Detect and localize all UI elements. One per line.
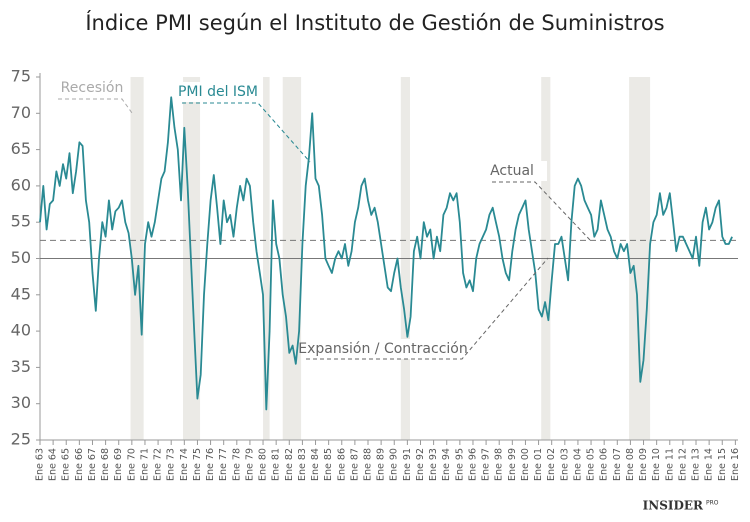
x-tick-label: Ene 75 — [192, 448, 203, 481]
x-tick-label: Ene 68 — [100, 448, 111, 481]
annotation-bg — [477, 161, 547, 181]
x-tick-label: Ene 82 — [284, 448, 295, 481]
x-tick-label: Ene 67 — [87, 448, 98, 481]
x-tick-label: Ene 87 — [349, 448, 360, 481]
x-tick-label: Ene 93 — [428, 448, 439, 481]
x-tick-label: Ene 83 — [297, 448, 308, 481]
y-tick-label: 40 — [11, 321, 31, 340]
x-tick-label: Ene 07 — [612, 448, 623, 481]
x-tick-label: Ene 84 — [310, 448, 321, 481]
y-tick-label: 45 — [11, 284, 31, 303]
x-tick-label: Ene 65 — [61, 448, 72, 481]
annotation-leader — [492, 181, 591, 241]
x-tick-label: Ene 86 — [336, 448, 347, 481]
annotation: Recesión — [61, 80, 124, 96]
x-tick-label: Ene 95 — [454, 448, 465, 481]
x-tick-label: Ene 91 — [402, 448, 413, 481]
x-tick-label: Ene 90 — [389, 448, 400, 481]
x-tick-label: Ene 12 — [677, 448, 688, 481]
x-tick-label: Ene 06 — [599, 448, 610, 481]
x-tick-label: Ene 04 — [572, 448, 583, 481]
x-tick-label: Ene 00 — [520, 448, 531, 481]
x-tick-label: Ene 99 — [507, 448, 518, 481]
x-tick-label: Ene 81 — [271, 448, 282, 481]
y-tick-label: 30 — [11, 393, 31, 412]
x-tick-label: Ene 94 — [441, 448, 452, 481]
x-tick-label: Ene 15 — [717, 448, 728, 481]
x-tick-label: Ene 71 — [139, 448, 150, 481]
x-tick-label: Ene 09 — [638, 448, 649, 481]
y-tick-label: 35 — [11, 357, 31, 376]
x-tick-label: Ene 08 — [625, 448, 636, 481]
annotation: PMI del ISM — [178, 84, 258, 100]
x-tick-label: Ene 89 — [376, 448, 387, 481]
pmi-line — [39, 96, 733, 411]
x-tick-label: Ene 05 — [586, 448, 597, 481]
annotation-bg — [303, 339, 463, 359]
y-tick-label: 70 — [11, 103, 31, 122]
y-tick-label: 65 — [11, 139, 31, 158]
x-tick-label: Ene 11 — [664, 448, 675, 481]
x-tick-label: Ene 13 — [691, 448, 702, 481]
x-tick-label: Ene 14 — [704, 448, 715, 481]
annotation-leader — [306, 257, 549, 360]
x-tick-label: Ene 01 — [533, 448, 544, 481]
y-tick-label: 75 — [11, 67, 31, 86]
x-tick-label: Ene 76 — [205, 448, 216, 481]
y-tick-label: 60 — [11, 175, 31, 194]
x-tick-label: Ene 73 — [166, 448, 177, 481]
x-tick-label: Ene 66 — [74, 448, 85, 481]
logo-suffix: PRO — [706, 500, 719, 507]
x-tick-label: Ene 02 — [546, 448, 557, 481]
x-tick-label: Ene 85 — [323, 448, 334, 481]
x-tick-label: Ene 16 — [730, 448, 741, 481]
x-tick-label: Ene 69 — [113, 448, 124, 481]
annotation: Expansión / Contracción — [298, 341, 467, 357]
annotation-leader — [58, 98, 133, 114]
x-tick-label: Ene 64 — [48, 448, 59, 481]
y-tick-label: 25 — [11, 430, 31, 449]
annotation-leader — [182, 102, 311, 163]
annotation: Actual — [490, 163, 534, 179]
x-tick-label: Ene 92 — [415, 448, 426, 481]
x-tick-label: Ene 97 — [481, 448, 492, 481]
x-tick-label: Ene 79 — [244, 448, 255, 481]
x-tick-label: Ene 96 — [467, 448, 478, 481]
x-tick-label: Ene 77 — [218, 448, 229, 481]
y-tick-label: 50 — [11, 248, 31, 267]
x-tick-label: Ene 70 — [126, 448, 137, 481]
x-tick-label: Ene 98 — [494, 448, 505, 481]
x-tick-label: Ene 03 — [559, 448, 570, 481]
annotation-bg — [183, 82, 253, 102]
x-tick-label: Ene 88 — [363, 448, 374, 481]
y-tick-label: 55 — [11, 212, 31, 231]
x-tick-label: Ene 10 — [651, 448, 662, 481]
x-tick-label: Ene 78 — [231, 448, 242, 481]
x-tick-label: Ene 80 — [258, 448, 269, 481]
logo: INSIDER — [643, 499, 704, 513]
x-tick-label: Ene 72 — [153, 448, 164, 481]
x-tick-label: Ene 63 — [35, 448, 46, 481]
x-tick-label: Ene 74 — [179, 448, 190, 481]
chart-title: Índice PMI según el Instituto de Gestión… — [85, 10, 664, 35]
